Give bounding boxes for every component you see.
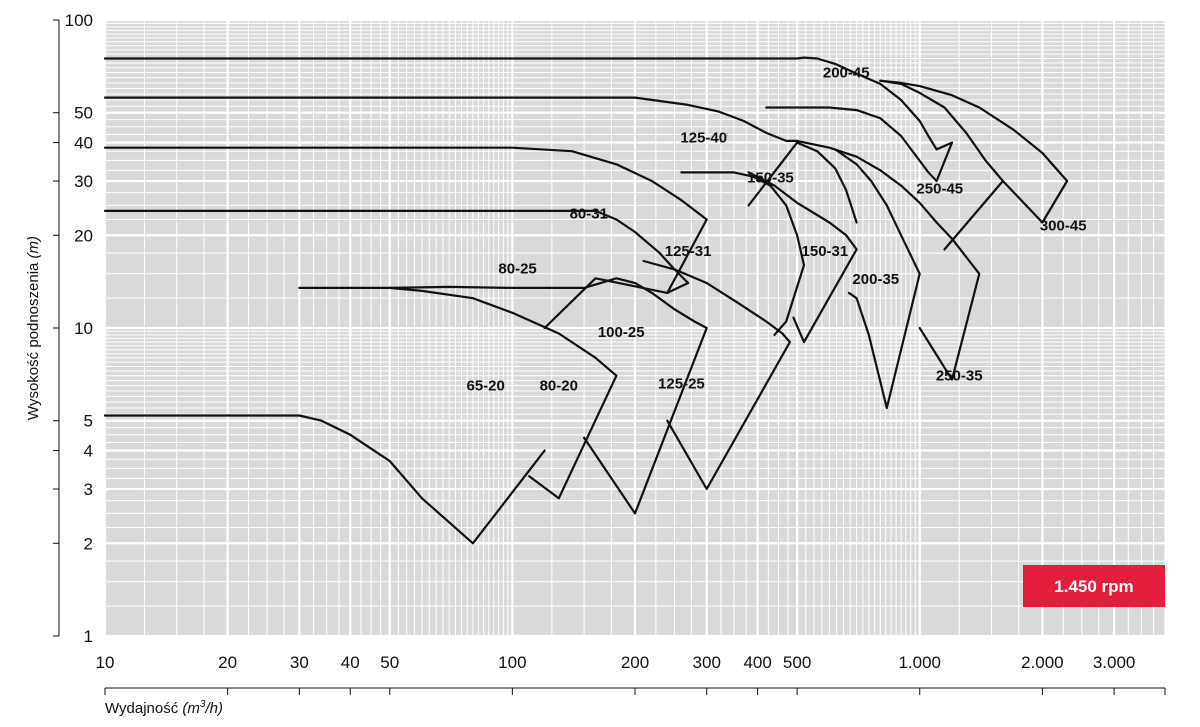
y-tick-label: 10 — [74, 319, 93, 338]
zone-label-150-31: 150-31 — [802, 243, 849, 260]
x-axis — [104, 687, 1166, 695]
x-tick-label: 400 — [743, 653, 771, 672]
zone-labels: 65-20 80-20 100-25 125-25 80-25 80-31 125-31 15… — [466, 64, 1086, 394]
rpm-badge-box — [1023, 565, 1165, 607]
y-tick-label: 20 — [74, 226, 93, 245]
rpm-badge: 1.450 rpm — [1023, 565, 1165, 607]
y-tick-label: 50 — [74, 104, 93, 123]
pump-curve-250-35 — [795, 139, 981, 381]
x-tick-label: 500 — [783, 653, 811, 672]
pump-curve-125-40 — [103, 96, 799, 142]
zone-label-100-25: 100-25 — [598, 324, 645, 341]
zone-label-80-25: 80-25 — [498, 261, 536, 278]
x-axis-title: Wydajność (m3/h) — [105, 699, 223, 717]
zone-label-125-40: 125-40 — [680, 129, 727, 146]
y-axis — [53, 19, 60, 637]
pump-curve-300-45 — [879, 79, 1069, 224]
zone-label-300-45: 300-45 — [1040, 218, 1087, 235]
zone-label-250-35: 250-35 — [936, 368, 983, 385]
y-tick-label: 4 — [84, 442, 93, 461]
pump-curve-200-45 — [103, 56, 954, 183]
y-tick-labels: 1 2 3 4 5 10 20 30 40 50 100 — [65, 11, 93, 646]
y-axis-title: Wysokość podnoszenia (m) — [25, 236, 42, 420]
x-tick-label: 300 — [693, 653, 721, 672]
zone-label-125-25: 125-25 — [658, 376, 705, 393]
y-tick-label: 100 — [65, 11, 93, 30]
zone-label-80-31: 80-31 — [570, 206, 608, 223]
x-tick-label: 200 — [621, 653, 649, 672]
x-tick-label: 20 — [218, 653, 237, 672]
x-tick-labels: 10 20 30 40 50 100 200 300 400 500 1.000 2.000 3.000 — [96, 653, 1136, 672]
pump-curve-80-31 — [103, 146, 708, 294]
zone-label-250-45: 250-45 — [916, 180, 963, 197]
x-tick-label: 1.000 — [898, 653, 941, 672]
zone-label-80-20: 80-20 — [540, 378, 578, 395]
pump-curve-200-35 — [834, 148, 921, 410]
pump-curve-150-35 — [747, 141, 858, 224]
pump-curve-65-20 — [103, 414, 546, 545]
rpm-badge-label: 1.450 rpm — [1054, 577, 1133, 596]
y-tick-label: 1 — [84, 627, 93, 646]
y-tick-label: 2 — [84, 534, 93, 553]
zone-label-65-20: 65-20 — [466, 378, 504, 395]
pump-curve-150-31 — [747, 171, 858, 344]
y-tick-label: 30 — [74, 172, 93, 191]
pump-curve-125-25 — [642, 259, 792, 491]
y-tick-label: 5 — [84, 412, 93, 431]
y-tick-label: 40 — [74, 134, 93, 153]
y-tick-label: 3 — [84, 480, 93, 499]
x-tick-label: 3.000 — [1093, 653, 1136, 672]
x-tick-label: 100 — [498, 653, 526, 672]
pump-curve-250-45 — [879, 79, 1005, 251]
pump-curves — [103, 56, 1069, 545]
x-tick-label: 30 — [290, 653, 309, 672]
zone-label-200-45: 200-45 — [823, 64, 870, 81]
pump-curve-80-25 — [103, 209, 690, 330]
zone-label-200-35: 200-35 — [852, 271, 899, 288]
x-tick-label: 2.000 — [1021, 653, 1064, 672]
x-tick-label: 50 — [380, 653, 399, 672]
x-tick-label: 40 — [341, 653, 360, 672]
zone-label-150-35: 150-35 — [747, 170, 794, 187]
x-tick-label: 10 — [96, 653, 115, 672]
pump-curve-80-20 — [298, 286, 618, 500]
pump-curve-125-31 — [680, 171, 806, 336]
zone-label-125-31: 125-31 — [665, 243, 712, 260]
